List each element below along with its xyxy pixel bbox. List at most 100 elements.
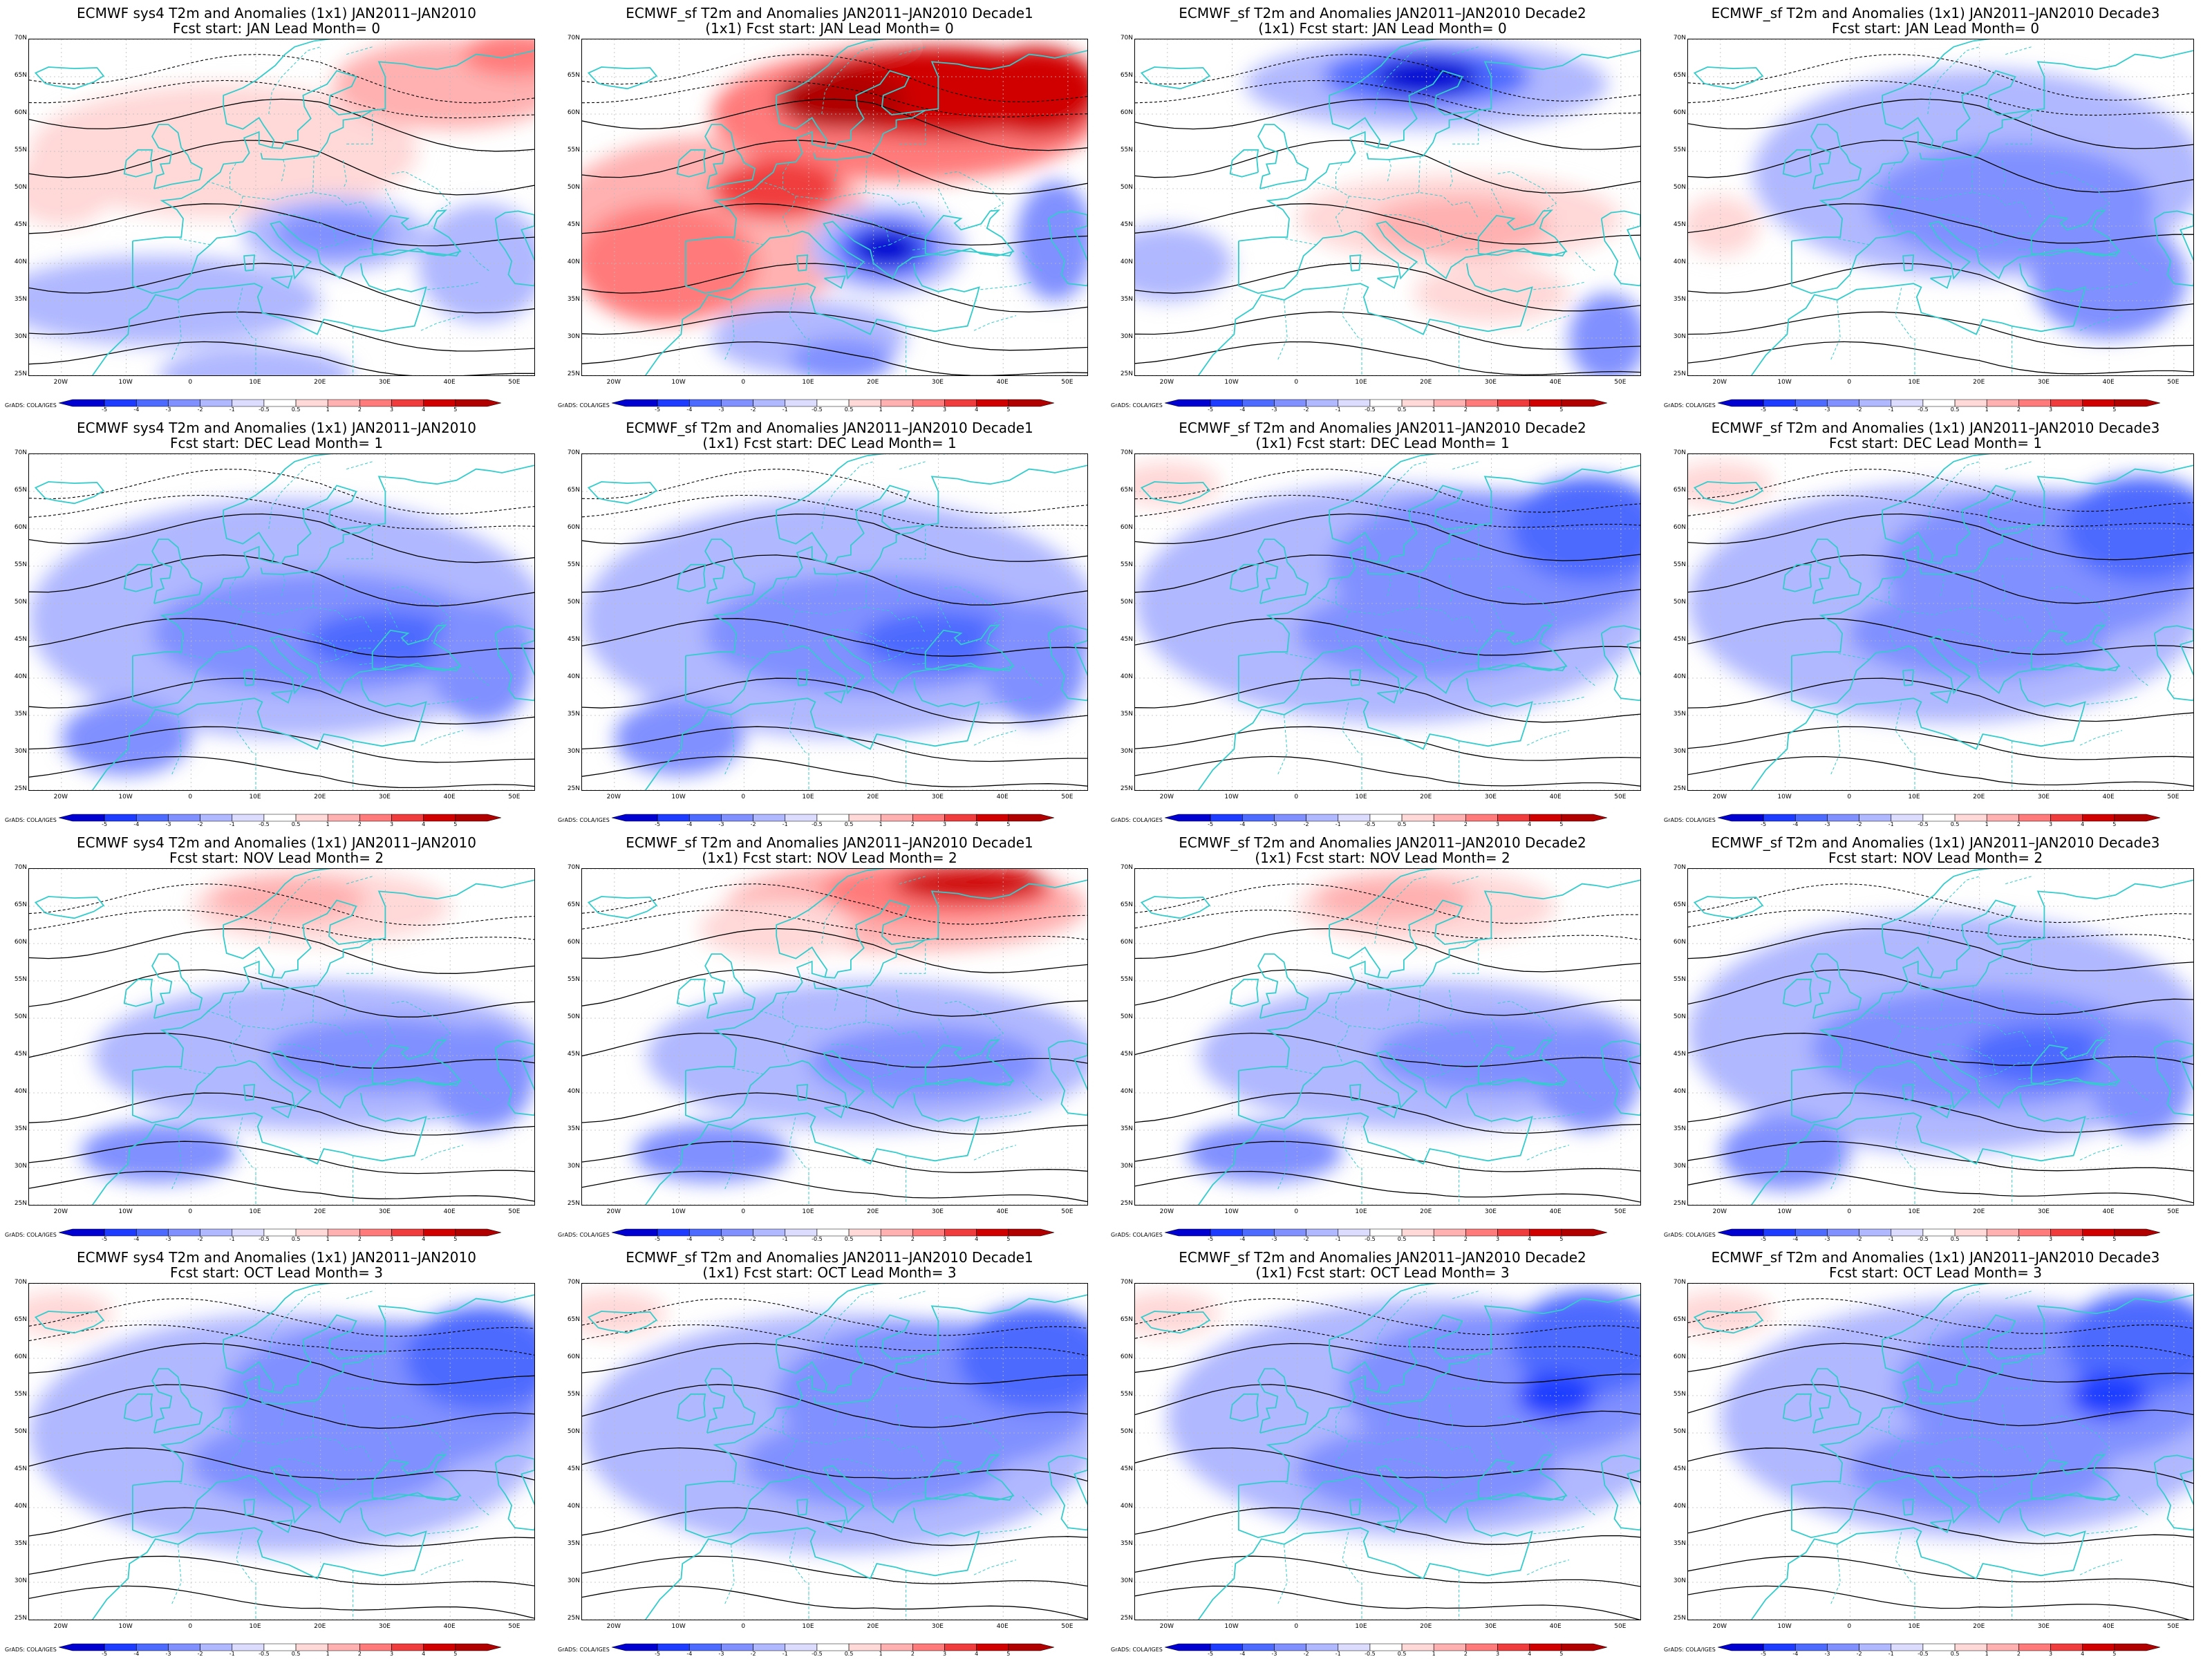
coastline [1047, 210, 1087, 287]
longitude-label: 20E [1420, 379, 1432, 386]
colorbar-label: -3 [1271, 1236, 1277, 1241]
colorbar-label: 2 [911, 1651, 915, 1656]
coastline [2153, 625, 2193, 702]
panel-subtitle: Fcst start: NOV Lead Month= 2 [1828, 850, 2043, 866]
temperature-isoline [29, 1447, 534, 1481]
coastline [131, 1050, 460, 1124]
colorbar-label: 2 [358, 406, 362, 411]
coastline [644, 1092, 980, 1205]
country-border [1335, 991, 1343, 1018]
colorbar-label: -0.5 [812, 821, 823, 826]
anomaly-map-canvas [1688, 454, 2193, 790]
map-panel: ECMWF_sf T2m and Anomalies JAN2011–JAN20… [556, 831, 1103, 1243]
colorbar-swatch [721, 1228, 753, 1237]
colorbar-label: 1 [1985, 406, 1989, 411]
colorbar-label: 2 [1464, 821, 1468, 826]
coastline [131, 635, 460, 709]
longitude-label: 20E [867, 1623, 879, 1630]
country-border [2002, 989, 2006, 1019]
country-border [343, 574, 347, 604]
temperature-isoline [1688, 1342, 2193, 1383]
country-border [312, 1400, 315, 1437]
anomaly-map-canvas [1688, 39, 2193, 375]
longitude-label: 50E [2167, 794, 2180, 800]
colorbar-swatch [295, 1228, 328, 1237]
colorbar-swatch [1210, 399, 1243, 407]
longitude-label: 10W [1777, 379, 1792, 386]
country-border [1497, 1415, 1557, 1456]
latitude-label: 40N [1120, 1088, 1133, 1095]
country-border [1387, 988, 1391, 1011]
country-border [1995, 1062, 2032, 1075]
colorbar-label: -3 [165, 1651, 171, 1656]
colorbar-swatch [1369, 1643, 1403, 1651]
temperature-isoline [29, 98, 534, 152]
temperature-isoline [1688, 98, 2193, 149]
temperature-isoline [1135, 311, 1640, 350]
coastline [644, 1507, 980, 1620]
coastline [587, 481, 658, 505]
country-border [1452, 114, 1479, 144]
colorbar-label: -5 [1208, 406, 1213, 411]
colorbar-label: -2 [198, 821, 203, 826]
colorbar-swatch [263, 1643, 297, 1651]
colorbar-label: 4 [975, 406, 978, 411]
country-border [912, 247, 926, 251]
longitude-label: 30E [931, 1208, 944, 1215]
latitude-label: 65N [567, 487, 580, 494]
country-border [896, 989, 900, 1019]
colorbar-label: 3 [1496, 406, 1499, 411]
anomaly-map [581, 868, 1088, 1206]
colorbar-label: 1 [879, 1651, 883, 1656]
coastline [1140, 896, 1211, 919]
country-border [760, 1010, 796, 1063]
latitude-label: 65N [1673, 1316, 1686, 1323]
country-border [2043, 1018, 2058, 1045]
temperature-isoline [1688, 756, 2193, 787]
colorbar-swatch [721, 1643, 753, 1651]
country-border [2079, 1145, 2123, 1161]
panel-title: ECMWF_sf T2m and Anomalies JAN2011–JAN20… [1179, 420, 1586, 436]
latitude-label: 35N [1673, 711, 1686, 718]
country-border [384, 188, 399, 216]
country-border [427, 1526, 480, 1535]
colorbar-label: 5 [1006, 821, 1010, 826]
coastline [925, 1294, 1087, 1356]
country-border [782, 162, 790, 189]
country-border [469, 252, 489, 272]
colorbar-label: -3 [1824, 406, 1830, 411]
temperature-isoline [1688, 883, 2193, 924]
colorbar-swatch [816, 1643, 850, 1651]
anomaly-region [1568, 293, 1640, 375]
colorbar-label: -4 [1239, 406, 1245, 411]
latitude-label: 25N [1120, 785, 1133, 792]
colorbar-label: -4 [1239, 1236, 1245, 1241]
coastline [924, 624, 1015, 672]
colorbar-swatch [1401, 1228, 1434, 1237]
coastline [1810, 538, 1862, 604]
temperature-isoline [582, 1585, 1087, 1620]
longitude-label: 50E [508, 794, 521, 800]
panel-title: ECMWF sys4 T2m and Anomalies (1x1) JAN20… [77, 834, 476, 851]
temperature-isoline [582, 677, 1087, 724]
longitude-label: 50E [2167, 379, 2180, 386]
coastline [1257, 124, 1309, 189]
panel-title: ECMWF_sf T2m and Anomalies (1x1) JAN2011… [1711, 1249, 2160, 1266]
colorbar-label: -0.5 [812, 1236, 823, 1241]
map-panel: ECMWF_sf T2m and Anomalies (1x1) JAN2011… [1662, 416, 2209, 828]
longitude-label: 20E [314, 1623, 326, 1630]
coastline [271, 690, 293, 704]
colorbar-label: -2 [198, 406, 203, 411]
latitude-label: 45N [1120, 1465, 1133, 1472]
latitude-label: 60N [14, 1353, 27, 1360]
colorbar-swatch [295, 1643, 328, 1651]
colorbar-label: 4 [2081, 821, 2084, 826]
colorbar: -5 -4 -3 -2 -1 -0.5 0.5 1 2 3 4 5 [1718, 1228, 2160, 1241]
colorbar-swatch [1338, 1643, 1371, 1651]
country-border [724, 715, 735, 776]
temperature-isoline [29, 1507, 534, 1547]
colorbar-label: -1 [1335, 821, 1341, 826]
country-border [1313, 1425, 1349, 1478]
longitude-label: 10W [118, 1208, 133, 1215]
temperature-isoline [29, 1585, 534, 1619]
